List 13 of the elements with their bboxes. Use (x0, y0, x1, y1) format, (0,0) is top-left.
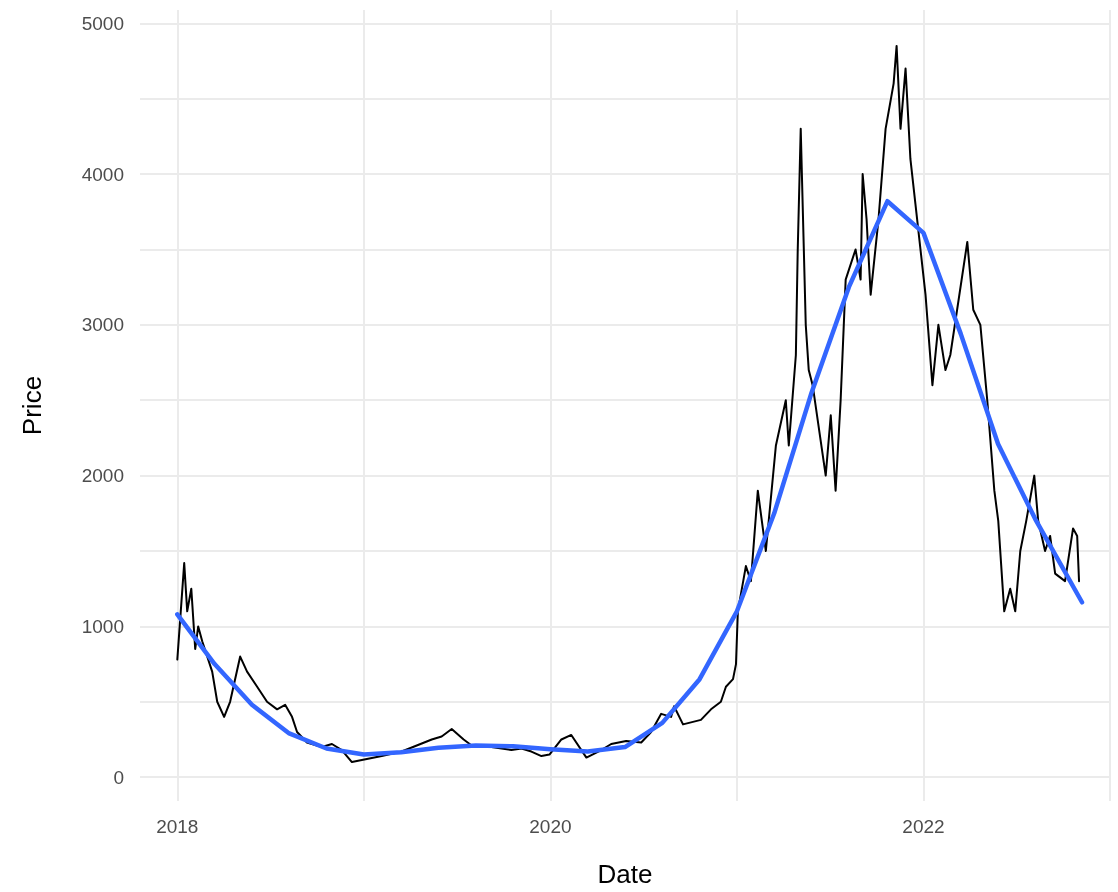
x-tick-label: 2018 (156, 816, 199, 837)
line-series (175, 198, 1085, 757)
x-tick-label: 2020 (529, 816, 572, 837)
y-tick-label: 1000 (81, 615, 124, 637)
y-tick-label: 3000 (81, 314, 124, 336)
x-tick-label: 2022 (902, 816, 945, 837)
x-axis-title: Date (597, 859, 653, 889)
y-tick-label: 5000 (81, 12, 124, 34)
y-tick-label: 4000 (81, 163, 124, 185)
line-series (176, 44, 1081, 764)
y-tick-label: 0 (113, 766, 124, 788)
y-axis-title: Price (17, 375, 47, 436)
y-tick-label: 2000 (81, 465, 124, 487)
